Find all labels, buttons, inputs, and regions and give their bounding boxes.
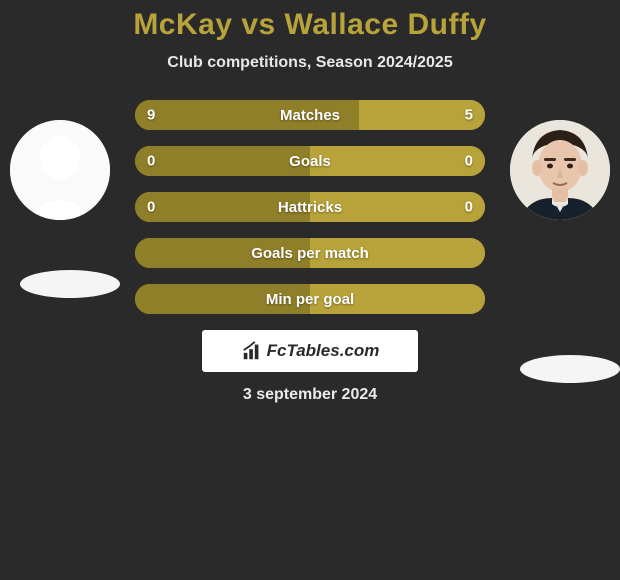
stat-label: Goals <box>289 153 331 170</box>
stat-value-left: 9 <box>147 107 155 124</box>
player-avatar-left <box>10 120 110 220</box>
stat-label: Min per goal <box>266 291 354 308</box>
stat-row: Goals 0 0 <box>135 146 485 176</box>
stat-value-right: 0 <box>465 153 473 170</box>
team-badge-right <box>520 355 620 383</box>
stat-label: Hattricks <box>278 199 342 216</box>
date-label: 3 september 2024 <box>0 386 620 404</box>
stat-value-right: 0 <box>465 199 473 216</box>
brand-badge: FcTables.com <box>202 330 418 372</box>
content-area: Matches 9 5 Goals 0 0 Hattricks 0 0 Goals per mat… <box>0 100 620 404</box>
stat-row: Min per goal <box>135 284 485 314</box>
stat-fill-left <box>135 146 310 176</box>
stat-label: Goals per match <box>251 245 369 262</box>
stat-row: Hattricks 0 0 <box>135 192 485 222</box>
stat-value-left: 0 <box>147 199 155 216</box>
player-avatar-right <box>510 120 610 220</box>
avatar-placeholder-icon <box>10 120 110 220</box>
avatar-photo-icon <box>510 120 610 220</box>
stat-row: Goals per match <box>135 238 485 268</box>
stat-rows: Matches 9 5 Goals 0 0 Hattricks 0 0 Goals per mat… <box>135 100 485 314</box>
stat-row: Matches 9 5 <box>135 100 485 130</box>
subtitle: Club competitions, Season 2024/2025 <box>0 54 620 72</box>
page-title: McKay vs Wallace Duffy <box>0 8 620 42</box>
bar-chart-icon <box>241 340 263 362</box>
brand-text: FcTables.com <box>267 341 380 361</box>
team-badge-left <box>20 270 120 298</box>
stats-comparison-card: McKay vs Wallace Duffy Club competitions… <box>0 0 620 404</box>
stat-label: Matches <box>280 107 340 124</box>
stat-value-right: 5 <box>465 107 473 124</box>
stat-value-left: 0 <box>147 153 155 170</box>
stat-fill-right <box>310 146 485 176</box>
